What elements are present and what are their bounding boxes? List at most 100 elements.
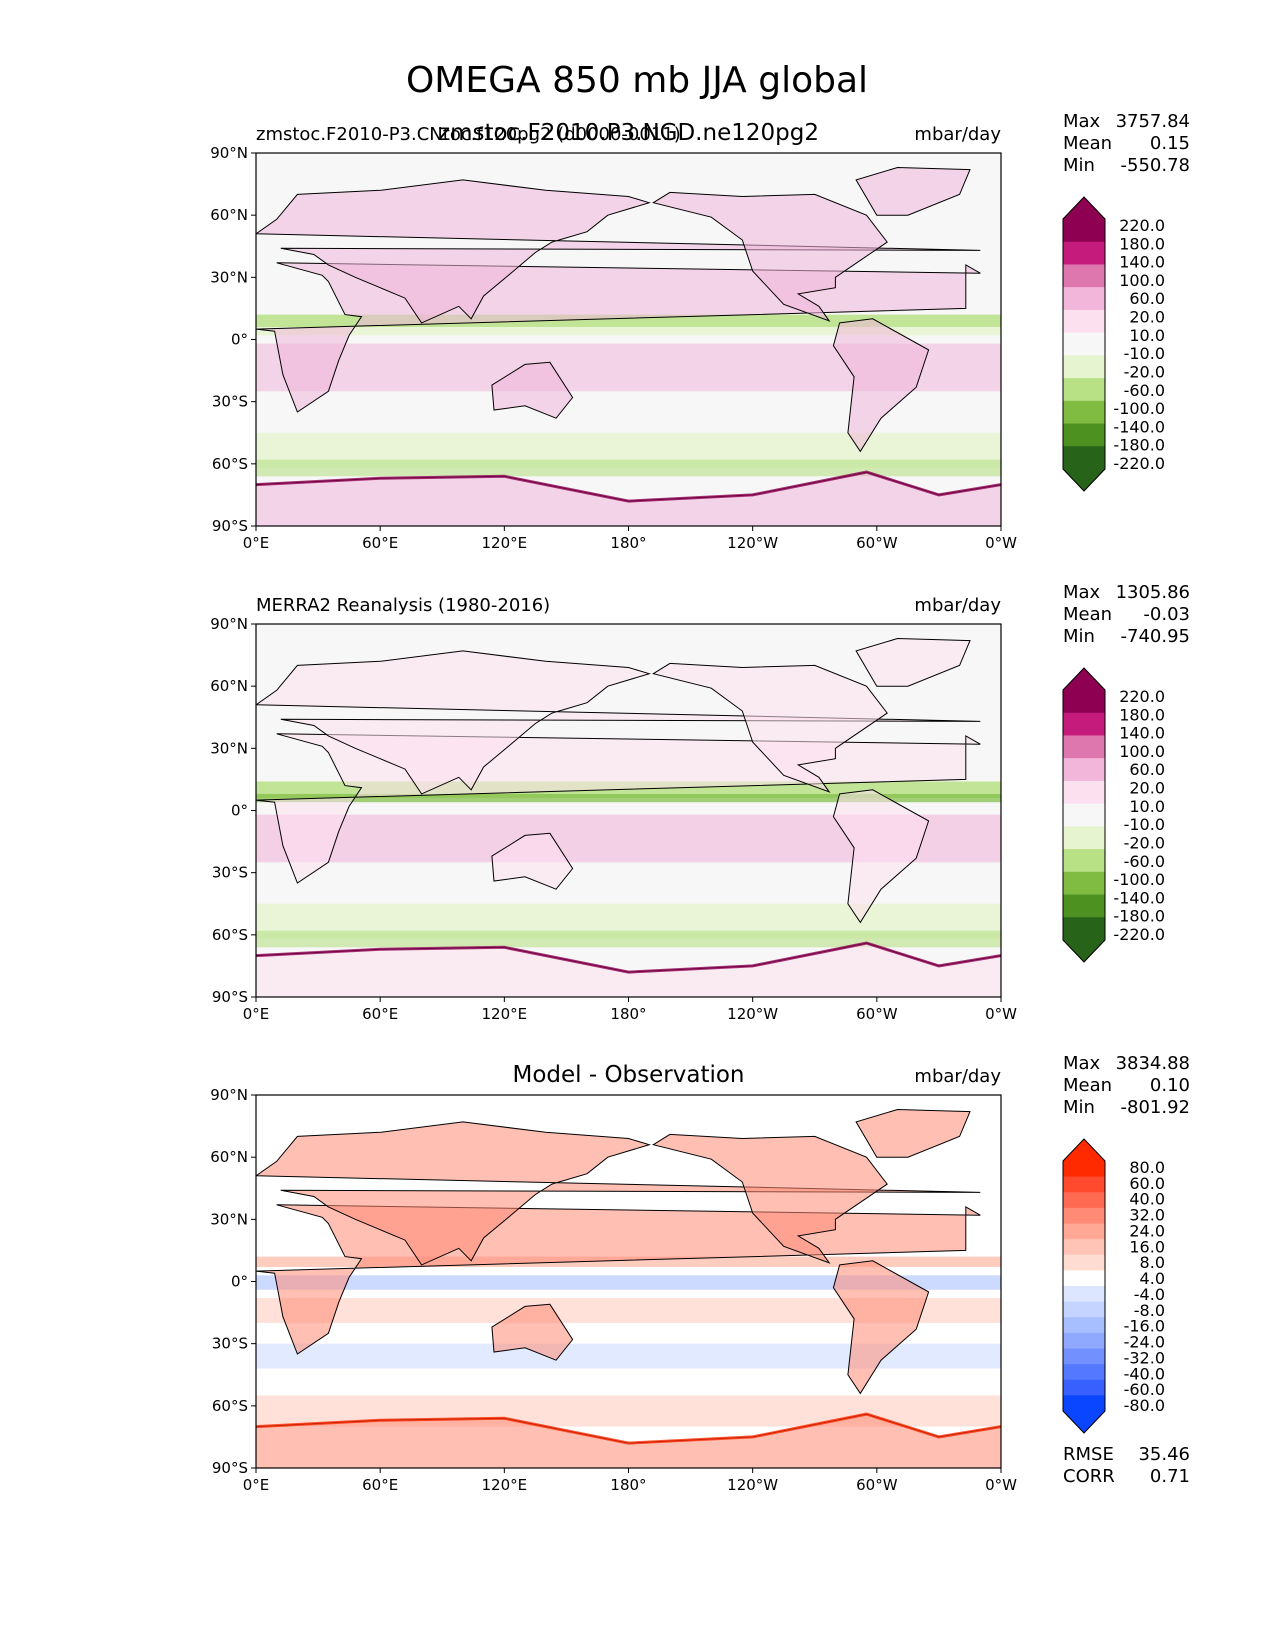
y-tick-label: 60°S — [212, 926, 248, 944]
metric-label: CORR — [1063, 1466, 1115, 1487]
colorbar-label: -10.0 — [1124, 815, 1165, 834]
colorbar-segment — [1063, 1207, 1105, 1224]
x-tick-label: 0°W — [985, 1005, 1017, 1023]
coastline — [855, 637, 971, 687]
colorbar-label: 40.0 — [1129, 1190, 1165, 1209]
stat-label: Max — [1063, 582, 1101, 603]
coastline — [832, 789, 930, 924]
colorbar-extend-top — [1063, 1139, 1105, 1161]
stat-label: Max — [1063, 1053, 1101, 1074]
colorbar-model — [1062, 196, 1106, 492]
y-tick-label: 30°N — [210, 739, 248, 757]
panel-title-center: zmstoc.F2010.P3.NGD.ne120pg2 — [438, 120, 819, 146]
field-band — [256, 1275, 1001, 1290]
colorbar-label: -32.0 — [1124, 1348, 1165, 1367]
colorbar-label: -220.0 — [1113, 925, 1165, 944]
y-tick-label: 30°S — [212, 393, 248, 411]
colorbar-segment — [1063, 894, 1105, 918]
colorbar-label: -100.0 — [1113, 870, 1165, 889]
x-tick-label: 0°E — [243, 1005, 270, 1023]
map-field-model — [256, 153, 1001, 526]
stat-label: Mean — [1063, 604, 1112, 625]
map-field-obs — [256, 624, 1001, 997]
metric-label: RMSE — [1063, 1444, 1114, 1465]
colorbar-label: 10.0 — [1129, 797, 1165, 816]
colorbar-label: 140.0 — [1119, 253, 1165, 272]
x-tick-label: 0°W — [985, 534, 1017, 552]
colorbar-segment — [1063, 1223, 1105, 1240]
colorbar-segment — [1063, 446, 1105, 470]
colorbar-segment — [1063, 219, 1105, 243]
x-tick-label: 60°E — [362, 1476, 398, 1494]
colorbar-segment — [1063, 1348, 1105, 1365]
stat-label: Max — [1063, 111, 1101, 132]
colorbar-segment — [1063, 241, 1105, 265]
x-tick-label: 120°W — [727, 1005, 778, 1023]
colorbar-segment — [1063, 1395, 1105, 1412]
colorbar-label: -100.0 — [1113, 399, 1165, 418]
colorbar-outline — [1062, 667, 1106, 963]
x-tick-label: 180° — [610, 534, 646, 552]
y-tick-label: 0° — [231, 802, 248, 820]
colorbar-segment — [1063, 287, 1105, 311]
colorbar-segment — [1063, 849, 1105, 873]
antarctic-coast-field — [256, 470, 1001, 503]
y-tick-label: 60°N — [210, 1148, 248, 1166]
colorbar-extend-bottom — [1063, 469, 1105, 491]
colorbar-segment — [1063, 1317, 1105, 1334]
colorbar-label: 80.0 — [1129, 1158, 1165, 1177]
colorbar-label: 220.0 — [1119, 687, 1165, 706]
y-tick-label: 60°S — [212, 1397, 248, 1415]
stat-label: Mean — [1063, 133, 1112, 154]
colorbar-label: -140.0 — [1113, 888, 1165, 907]
coastline — [832, 1260, 930, 1395]
colorbar-label: -80.0 — [1124, 1396, 1165, 1415]
colorbar-segment — [1063, 355, 1105, 379]
stat-value: -801.92 — [1121, 1097, 1190, 1118]
colorbar-extend-bottom — [1063, 1411, 1105, 1433]
x-tick-label: 60°W — [856, 534, 898, 552]
colorbar-label: -24.0 — [1124, 1333, 1165, 1352]
colorbar-extend-top — [1063, 197, 1105, 219]
colorbar-label: 20.0 — [1129, 779, 1165, 798]
colorbar-segment — [1063, 871, 1105, 896]
antarctic-coast-field — [256, 1412, 1001, 1445]
coastline — [855, 166, 971, 216]
stat-value: 0.15 — [1150, 133, 1190, 154]
colorbar-label: 60.0 — [1129, 1174, 1165, 1193]
colorbar-segment — [1063, 1286, 1105, 1303]
colorbar-segment — [1063, 735, 1105, 759]
colorbar-label: -20.0 — [1124, 833, 1165, 852]
x-tick-label: 120°E — [482, 1005, 528, 1023]
y-tick-label: 90°N — [210, 144, 248, 162]
panel-units: mbar/day — [914, 595, 1001, 616]
colorbar-label: 220.0 — [1119, 216, 1165, 235]
metric-value: 0.71 — [1150, 1466, 1190, 1487]
colorbar-segment — [1063, 826, 1105, 850]
colorbar-label: 16.0 — [1129, 1237, 1165, 1256]
colorbar-label: -10.0 — [1124, 344, 1165, 363]
figure-title: OMEGA 850 mb JJA global — [406, 60, 868, 101]
colorbar-label: 24.0 — [1129, 1221, 1165, 1240]
colorbar-label: -60.0 — [1124, 1380, 1165, 1399]
y-tick-label: 90°S — [212, 1459, 248, 1477]
metric-value: 35.46 — [1138, 1444, 1190, 1465]
colorbar-label: -220.0 — [1113, 454, 1165, 473]
y-tick-label: 30°N — [210, 268, 248, 286]
stat-label: Min — [1063, 155, 1095, 176]
colorbar-segment — [1063, 1270, 1105, 1287]
y-tick-label: 60°N — [210, 677, 248, 695]
colorbar-segment — [1063, 1192, 1105, 1209]
y-tick-label: 60°N — [210, 206, 248, 224]
x-tick-label: 0°E — [243, 1476, 270, 1494]
x-tick-label: 60°W — [856, 1476, 898, 1494]
coastline — [491, 1303, 574, 1361]
colorbar-extend-top — [1063, 668, 1105, 690]
antarctic-coast-field — [256, 941, 1001, 974]
stat-value: 3757.84 — [1116, 111, 1190, 132]
colorbar-segment — [1063, 1254, 1105, 1271]
coastline — [491, 832, 574, 890]
field-band — [256, 459, 1001, 477]
colorbar-segment — [1063, 378, 1105, 402]
